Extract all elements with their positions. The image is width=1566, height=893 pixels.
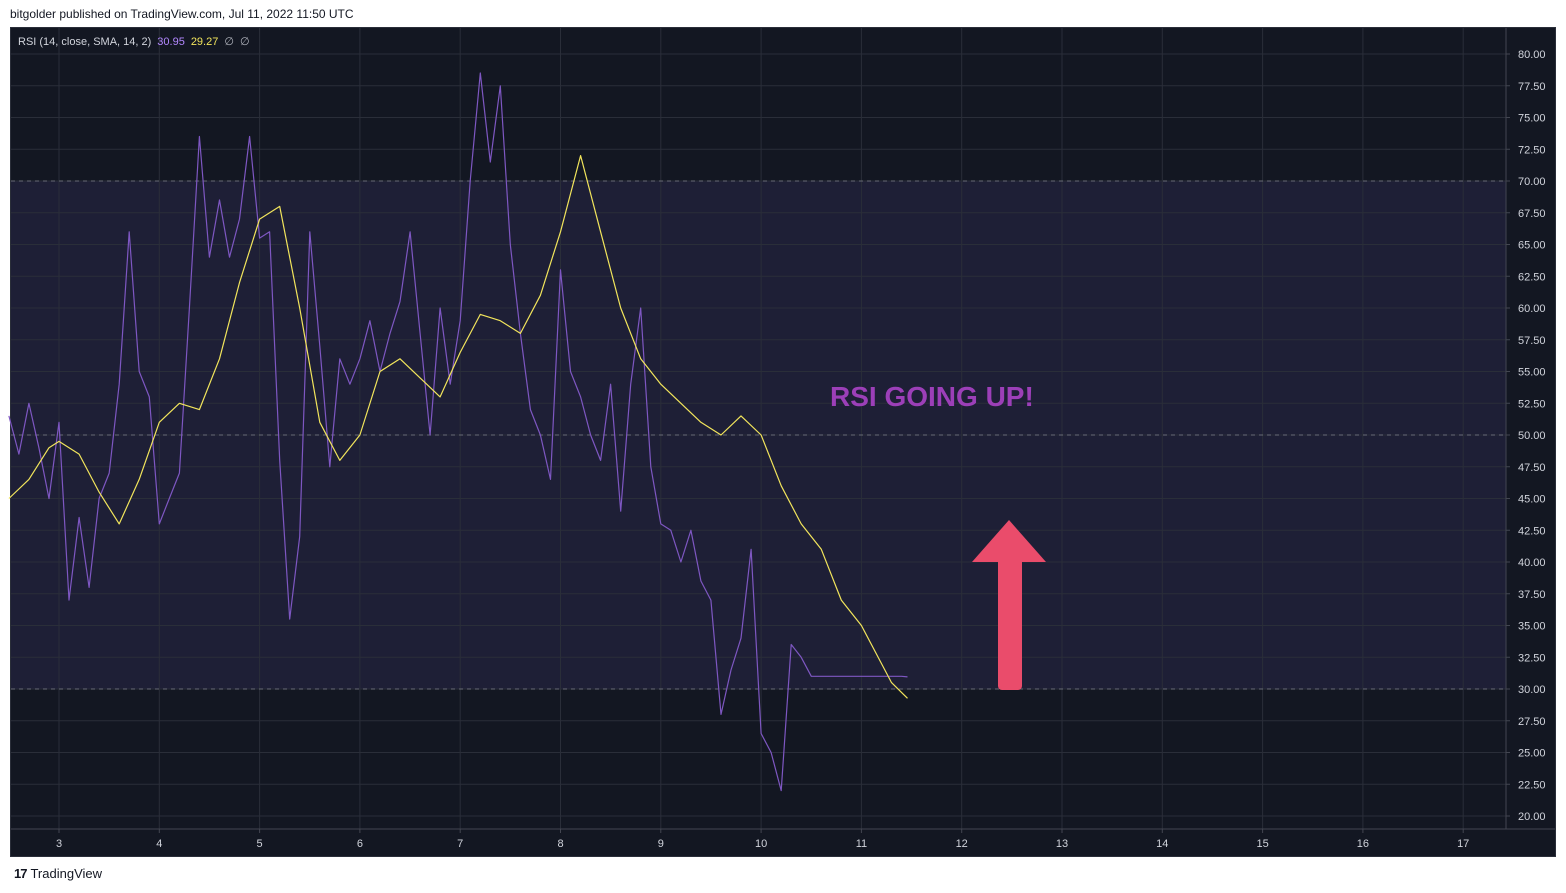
legend-title[interactable]: RSI (14, close, SMA, 14, 2) (18, 35, 152, 48)
tradingview-logo-icon: 17 (14, 866, 28, 881)
annotation-text: RSI GOING UP! (830, 381, 1034, 412)
y-tick-label: 57.50 (1518, 335, 1546, 347)
y-tick-label: 42.50 (1518, 525, 1546, 537)
x-tick-label: 14 (1156, 838, 1168, 850)
y-tick-label: 45.00 (1518, 494, 1546, 506)
x-tick-label: 9 (658, 838, 664, 850)
y-tick-label: 35.00 (1518, 621, 1546, 633)
indicator-legend[interactable]: RSI (14, close, SMA, 14, 2) 30.95 29.27 … (18, 35, 250, 49)
arrow-head (972, 520, 1046, 562)
y-tick-label: 52.50 (1518, 398, 1546, 410)
arrow-shaft (998, 558, 1022, 690)
legend-rsi-value: 30.95 (157, 35, 185, 48)
tradingview-brand: TradingView (30, 866, 103, 881)
y-tick-label: 27.50 (1518, 716, 1546, 728)
x-tick-label: 12 (956, 838, 968, 850)
x-tick-label: 6 (357, 838, 363, 850)
x-tick-label: 4 (156, 838, 162, 850)
rsi-ma-line (8, 155, 908, 699)
y-tick-label: 37.50 (1518, 589, 1546, 601)
y-tick-label: 20.00 (1518, 811, 1546, 823)
x-tick-label: 8 (557, 838, 563, 850)
y-tick-label: 22.50 (1518, 779, 1546, 791)
x-tick-label: 13 (1056, 838, 1068, 850)
y-tick-label: 75.00 (1518, 113, 1546, 125)
y-tick-label: 62.50 (1518, 271, 1546, 283)
publisher-line: bitgolder published on TradingView.com, … (10, 7, 354, 21)
rsi-line (8, 72, 908, 792)
y-tick-label: 70.00 (1518, 176, 1546, 188)
x-tick-label: 17 (1457, 838, 1469, 850)
y-tick-label: 30.00 (1518, 684, 1546, 696)
y-tick-label: 55.00 (1518, 367, 1546, 379)
legend-ma-value: 29.27 (190, 35, 219, 48)
y-tick-label: 50.00 (1518, 430, 1546, 442)
y-tick-label: 72.50 (1518, 144, 1546, 156)
x-tick-label: 5 (257, 838, 263, 850)
y-tick-label: 60.00 (1518, 303, 1546, 315)
y-tick-label: 80.00 (1518, 49, 1546, 61)
x-tick-label: 10 (755, 838, 767, 850)
y-tick-label: 65.00 (1518, 240, 1546, 252)
legend-na-value: ∅ (224, 36, 234, 48)
y-tick-label: 40.00 (1518, 557, 1546, 569)
legend-na-value: ∅ (239, 36, 250, 48)
y-tick-label: 67.50 (1518, 208, 1546, 220)
x-tick-label: 3 (56, 838, 62, 850)
tradingview-logo[interactable]: 17 TradingView (14, 866, 102, 881)
x-tick-label: 7 (457, 838, 463, 850)
y-tick-label: 25.00 (1518, 748, 1546, 760)
y-tick-label: 32.50 (1518, 652, 1546, 664)
up-arrow-icon (972, 520, 1046, 690)
y-tick-label: 47.50 (1518, 462, 1546, 474)
x-tick-label: 11 (856, 838, 867, 850)
x-tick-label: 15 (1256, 838, 1268, 850)
y-tick-label: 77.50 (1518, 81, 1546, 93)
x-tick-label: 16 (1357, 838, 1369, 850)
